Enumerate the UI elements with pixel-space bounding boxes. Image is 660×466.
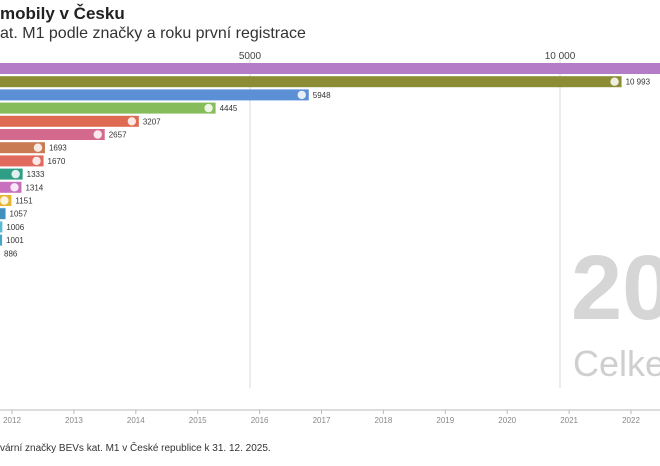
timeline-tick-label: 2022 xyxy=(622,416,640,425)
brand-logo-icon xyxy=(297,90,306,100)
top-axis: 5000 10 000 xyxy=(239,51,576,62)
bar xyxy=(0,129,105,140)
bar xyxy=(0,142,45,154)
timeline-tick-label: 2014 xyxy=(127,416,145,425)
brand-logo-icon xyxy=(33,143,43,152)
bar xyxy=(0,155,44,167)
brand-logo-icon xyxy=(610,77,619,86)
bar xyxy=(0,221,3,233)
brand-logo-icon xyxy=(93,130,102,139)
top-tick-label: 10 000 xyxy=(545,51,576,62)
timeline-tick-label: 2018 xyxy=(375,416,393,425)
chart-subtitle: at. M1 podle značky a roku první registr… xyxy=(0,25,306,42)
value-label: 3207 xyxy=(143,117,161,126)
brand-logo-icon xyxy=(11,169,20,179)
value-label: 1001 xyxy=(6,236,24,245)
bars xyxy=(0,63,660,246)
brand-logo-icon xyxy=(127,117,137,126)
timeline-tick-label: 2015 xyxy=(189,416,207,425)
value-label: 10 993 xyxy=(626,78,651,87)
bar xyxy=(0,168,23,180)
value-label: 1006 xyxy=(6,223,24,232)
timeline-tick-label: 2020 xyxy=(498,416,516,425)
bar xyxy=(0,102,216,114)
bar-chart: 5000 10 000 10 993 5948 4445 3207 2657 1693 167… xyxy=(0,51,660,425)
bar xyxy=(0,76,622,88)
timeline-tick-label: 2016 xyxy=(251,416,269,425)
value-label: 1333 xyxy=(27,170,45,179)
bar xyxy=(0,115,139,127)
value-label: 1693 xyxy=(49,144,67,153)
value-label: 1670 xyxy=(48,157,66,166)
value-label: 1151 xyxy=(15,197,33,206)
chart-title: mobily v Česku xyxy=(0,4,125,23)
timeline[interactable]: 2012 2013 2014 2015 2016 2017 2018 2019 2020 2021… xyxy=(0,409,660,425)
brand-logo-icon xyxy=(32,156,41,166)
timeline-tick-label: 2017 xyxy=(313,416,331,425)
timeline-tick-label: 2021 xyxy=(560,416,578,425)
bar xyxy=(0,208,6,220)
grid-lines xyxy=(249,58,561,388)
value-label: 1314 xyxy=(25,183,43,192)
brand-logo-icon xyxy=(204,103,213,113)
timeline-tick-label: 2013 xyxy=(65,416,83,425)
top-tick-label: 5000 xyxy=(239,51,262,62)
footer-note: vární značky BEVs kat. M1 v České republ… xyxy=(0,443,271,454)
value-label: 4445 xyxy=(220,104,238,113)
bar xyxy=(0,234,3,246)
value-label: 2657 xyxy=(109,131,127,140)
brand-logo-icon xyxy=(10,183,19,192)
overlay-year: 20 xyxy=(571,237,660,339)
value-label: 886 xyxy=(4,249,18,258)
value-label: 5948 xyxy=(313,91,331,100)
brand-logo-icon xyxy=(0,196,9,205)
bar xyxy=(0,89,309,101)
value-label: 1057 xyxy=(10,210,28,219)
timeline-tick-label: 2012 xyxy=(3,416,21,425)
bar xyxy=(0,63,660,74)
timeline-tick-label: 2019 xyxy=(436,416,454,425)
overlay-label: Celke xyxy=(573,343,660,384)
